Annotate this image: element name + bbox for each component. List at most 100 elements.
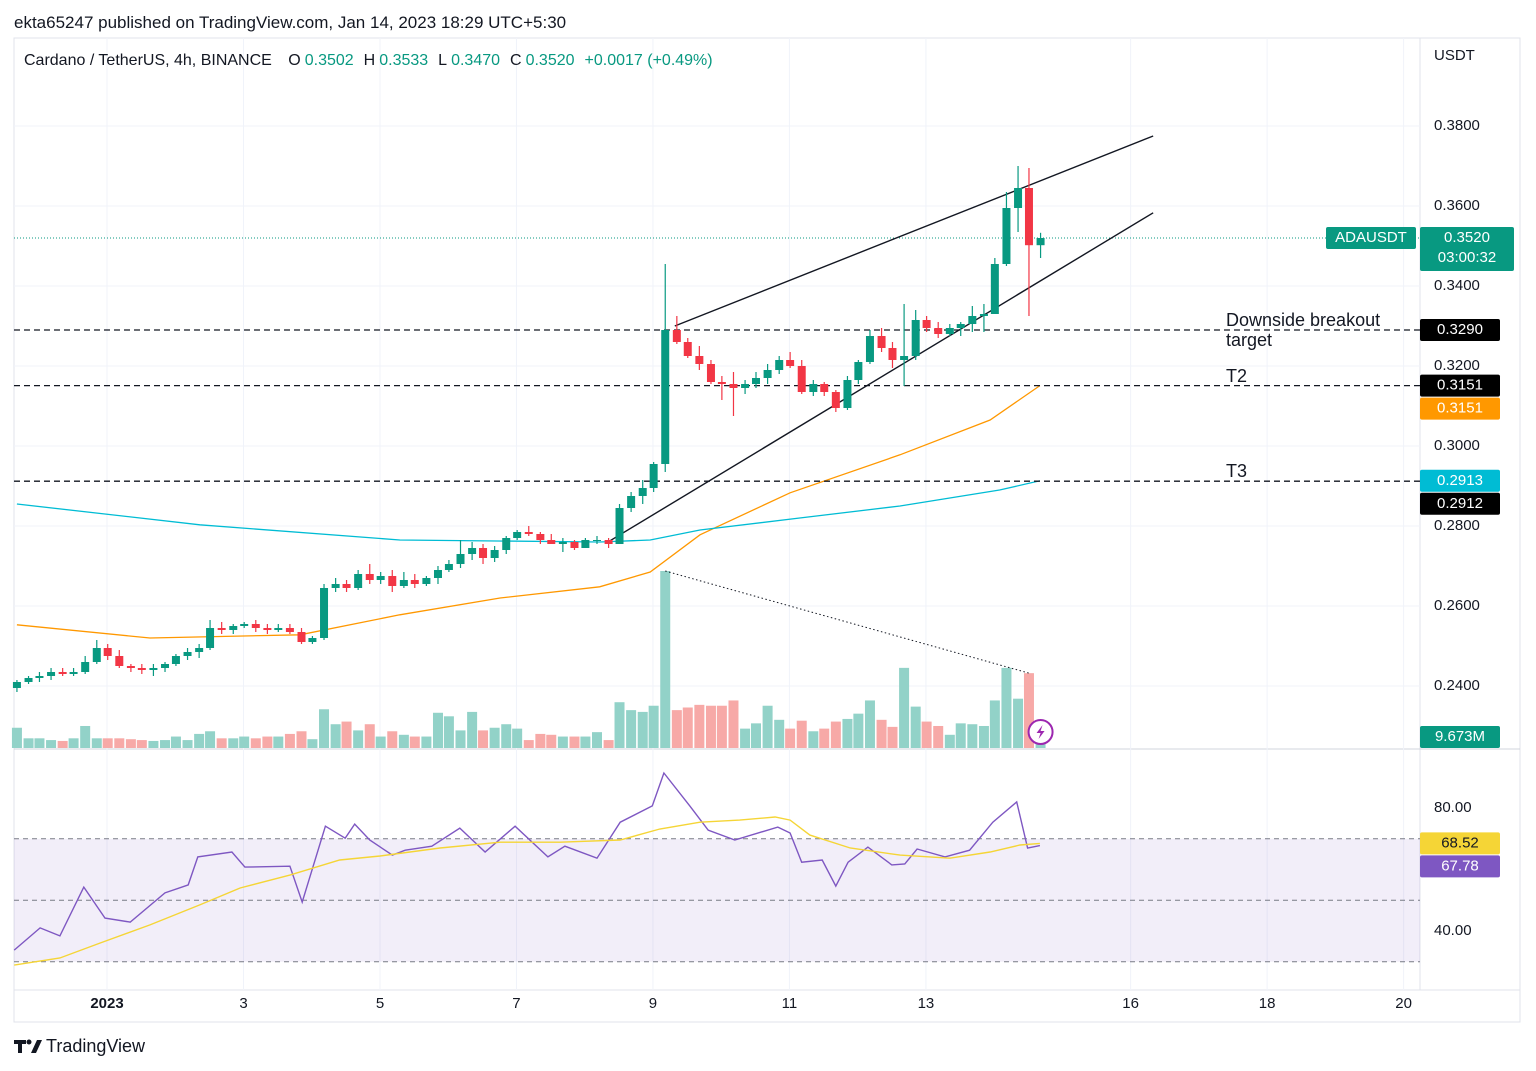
legend-value: 0.3533 <box>379 52 429 69</box>
volume-bar <box>443 716 454 748</box>
volume-bar <box>978 725 989 748</box>
volume-bar <box>160 740 171 748</box>
volume-bar <box>273 736 284 748</box>
legend-change: +0.0017 (+0.49%) <box>584 52 713 69</box>
volume-bar <box>546 734 557 748</box>
candle-body <box>308 638 317 642</box>
candle-body <box>843 380 852 408</box>
volume-bar <box>796 720 807 748</box>
volume-bar <box>102 738 113 748</box>
trendline <box>609 212 1154 542</box>
axis-value-box <box>1420 855 1500 878</box>
volume-bar <box>114 738 125 748</box>
axis-value-label: 9.673M <box>1420 726 1500 748</box>
candle-body <box>786 360 795 366</box>
volume-bar <box>341 721 352 748</box>
candle-body <box>570 542 579 548</box>
volume-bar <box>68 738 79 748</box>
volume-bar <box>228 738 239 748</box>
candle-body <box>274 628 283 630</box>
volume-bar <box>933 725 944 748</box>
x-tick-label: 13 <box>918 995 935 1012</box>
volume-bar <box>250 738 261 748</box>
candle-body <box>820 384 829 392</box>
candle-body <box>251 624 260 628</box>
candle-body <box>502 538 511 550</box>
y-tick-label: 0.3600 <box>1434 197 1480 214</box>
axis-value-box <box>1420 319 1500 341</box>
candle-body <box>581 540 590 548</box>
volume-bar <box>512 728 523 748</box>
y-tick-label: 0.3400 <box>1434 277 1480 294</box>
volume-bar <box>569 736 580 748</box>
volume-bar <box>239 736 250 748</box>
candle-body <box>388 576 397 586</box>
volume-bar <box>785 728 796 748</box>
volume-bar <box>125 739 136 748</box>
volume-bar <box>364 724 375 748</box>
volume-bar <box>501 724 512 748</box>
rsi-line <box>13 771 1041 951</box>
x-tick-label: 9 <box>649 995 657 1012</box>
candle-body <box>536 534 545 540</box>
volume-bar <box>284 733 295 748</box>
candle-body <box>900 356 909 360</box>
candle-body <box>513 532 522 538</box>
x-tick-label: 2023 <box>90 995 123 1012</box>
axis-value-label: 0.3151 <box>1420 397 1500 420</box>
candle-body <box>433 570 442 578</box>
volume-bar <box>11 727 22 748</box>
event-icon <box>1027 719 1054 745</box>
volume-bar <box>136 740 147 748</box>
candle-body <box>717 382 726 384</box>
candle-body <box>741 384 750 388</box>
candle-body <box>35 676 44 678</box>
volume-bar <box>603 740 614 748</box>
volume-bar <box>170 736 181 748</box>
level-text: T2 <box>1226 365 1248 386</box>
candle-body <box>240 624 249 626</box>
candle-body <box>365 574 374 580</box>
axis-value-text: 68.52 <box>1441 834 1479 851</box>
candle-body <box>1014 188 1023 208</box>
legend-value: 0.3502 <box>304 52 354 69</box>
volume-bar <box>876 719 887 748</box>
volume-bar <box>671 710 682 748</box>
axis-value-text: 0.3151 <box>1437 377 1483 394</box>
candle-body <box>945 328 954 334</box>
candle-body <box>376 576 385 580</box>
volume-bar <box>387 731 398 748</box>
volume-bar <box>432 712 443 748</box>
candle-body <box>888 348 897 360</box>
legend: Cardano / TetherUS, 4h, BINANCE O 0.3502 H… <box>24 52 723 70</box>
candle-body <box>297 632 306 642</box>
volume-bar <box>716 705 727 748</box>
volume-bar <box>944 734 955 748</box>
axis-value-box <box>1420 469 1500 492</box>
axis-value-label: 0.3520 03:00:32 <box>1420 227 1514 271</box>
volume-bar <box>819 728 830 748</box>
legend-value: 0.3520 <box>525 52 575 69</box>
x-tick-label: 18 <box>1259 995 1276 1012</box>
volume-bar <box>762 705 773 748</box>
candle-body <box>206 628 215 648</box>
volume-bar <box>296 731 307 748</box>
candle-body <box>456 554 465 564</box>
candle-body <box>490 550 499 558</box>
axis-value-label: 68.52 <box>1420 832 1500 855</box>
volume-bar <box>523 740 534 748</box>
volume-bar <box>614 702 625 748</box>
candle-body <box>24 678 33 682</box>
x-tick-label: 16 <box>1122 995 1139 1012</box>
candle-body <box>422 578 431 584</box>
volume-bar <box>740 728 751 748</box>
candle-body <box>468 548 477 554</box>
candle-body <box>809 384 818 392</box>
volume-bar <box>591 732 602 748</box>
volume-bar <box>887 726 898 748</box>
volume-bar <box>57 740 68 748</box>
candle-body <box>217 628 226 630</box>
candle-body <box>115 656 124 666</box>
volume-bar <box>910 706 921 748</box>
candle-body <box>1036 238 1045 246</box>
